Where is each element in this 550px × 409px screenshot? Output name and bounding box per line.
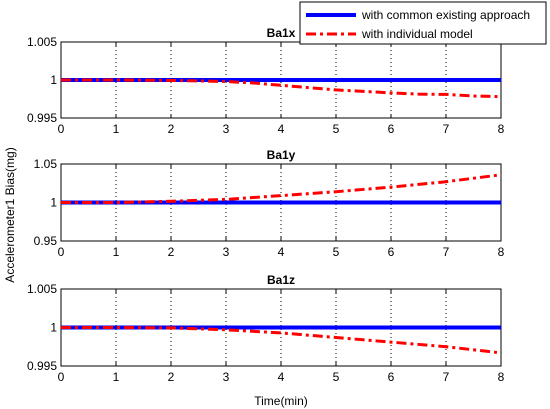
series-individual-model: [61, 326, 502, 355]
series-individual-model: [61, 78, 502, 99]
x-tick-label: 5: [333, 122, 340, 136]
x-tick-label: 6: [388, 122, 395, 136]
subplot-title: Ba1y: [267, 148, 296, 162]
x-tick-label: 1: [113, 245, 120, 259]
subplot-ba1x: 0 1 2 3 4 5 6 7 8 0.995 1 1.005 Ba1x: [27, 26, 505, 136]
x-tick-label: 6: [388, 245, 395, 259]
x-tick-label: 4: [278, 370, 285, 384]
legend-entry-individual-label: with individual model: [361, 27, 473, 41]
y-tick-label: 0.995: [27, 111, 57, 125]
x-tick-label: 8: [498, 122, 505, 136]
x-tick-label: 8: [498, 370, 505, 384]
x-tick-label: 2: [168, 245, 175, 259]
x-tick-label: 7: [443, 122, 450, 136]
subplot-title: Ba1x: [267, 26, 296, 40]
y-tick-label: 1.05: [34, 157, 58, 171]
subplot-title: Ba1z: [267, 273, 295, 287]
x-tick-label: 8: [498, 245, 505, 259]
y-tick-label: 1: [50, 73, 57, 87]
y-tick-label: 1: [50, 196, 57, 210]
x-tick-label: 0: [58, 245, 65, 259]
x-tick-label: 0: [58, 370, 65, 384]
legend-box: [299, 1, 547, 45]
x-tick-label: 4: [278, 245, 285, 259]
x-tick-label: 6: [388, 370, 395, 384]
x-tick-label: 3: [223, 370, 230, 384]
x-tick-label: 2: [168, 370, 175, 384]
x-tick-label: 3: [223, 245, 230, 259]
y-tick-label: 1.005: [27, 35, 57, 49]
subplot-ba1z: 0 1 2 3 4 5 6 7 8 0.995 1 1.005 Ba1z: [27, 273, 505, 384]
legend: with common existing approach with indivi…: [299, 1, 547, 45]
x-tick-label: 3: [223, 122, 230, 136]
y-tick-label: 1.005: [27, 282, 57, 296]
y-tick-label: 0.95: [34, 234, 58, 248]
x-tick-label: 7: [443, 370, 450, 384]
x-tick-label: 7: [443, 245, 450, 259]
x-tick-label: 2: [168, 122, 175, 136]
subplot-ba1y: 0 1 2 3 4 5 6 7 8 0.95 1 1.05 Ba1y: [34, 148, 505, 259]
y-tick-label: 0.995: [27, 359, 57, 373]
legend-entry-common-label: with common existing approach: [361, 8, 530, 22]
x-tick-label: 0: [58, 122, 65, 136]
x-tick-label: 4: [278, 122, 285, 136]
y-axis-label: Accelerometer1 Bias(mg): [3, 147, 17, 282]
x-tick-label: 1: [113, 122, 120, 136]
x-tick-label: 5: [333, 245, 340, 259]
x-axis-label: Time(min): [254, 394, 308, 408]
y-tick-label: 1: [50, 321, 57, 335]
x-tick-label: 1: [113, 370, 120, 384]
x-tick-label: 5: [333, 370, 340, 384]
